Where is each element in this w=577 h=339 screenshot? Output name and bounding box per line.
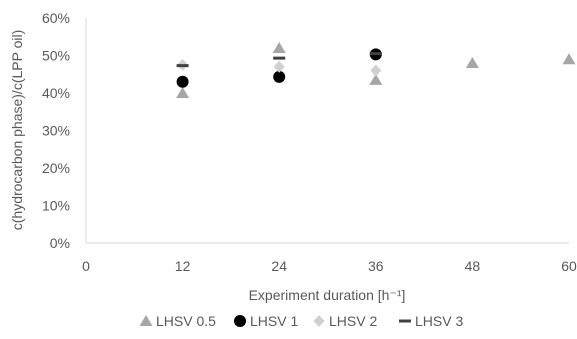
point-lhsv-0-5 [176,87,190,98]
legend-marker-lhsv-2 [313,315,325,327]
legend-marker-lhsv-3 [399,319,411,323]
x-tick-label: 60 [561,258,577,274]
point-lhsv-2 [370,64,382,77]
legend-label-lhsv-2: LHSV 2 [329,313,377,329]
legend-marker-lhsv-0-5 [139,315,153,326]
point-lhsv-1 [273,70,286,83]
x-tick-label: 48 [465,258,481,274]
y-tick-label: 30% [42,123,70,139]
legend-marker-lhsv-1 [234,315,246,327]
y-tick-label: 50% [42,48,70,64]
x-axis-title: Experiment duration [h⁻¹] [249,287,406,303]
y-tick-label: 40% [42,85,70,101]
y-axis-title: c(hydrocarbon phase)/c(LPP oil) [9,30,25,231]
x-tick-label: 12 [175,258,191,274]
point-lhsv-3 [369,52,382,56]
legend-label-lhsv-1: LHSV 1 [250,313,298,329]
point-lhsv-0-5 [465,57,479,68]
point-lhsv-3 [176,64,189,68]
x-tick-label: 24 [271,258,287,274]
legend-label-lhsv-3: LHSV 3 [415,313,463,329]
y-tick-label: 10% [42,198,70,214]
point-lhsv-0-5 [369,73,383,85]
point-lhsv-0-5 [272,42,286,53]
point-lhsv-2 [273,60,285,73]
y-tick-label: 60% [42,10,70,26]
data-points [176,42,576,98]
x-tick-label: 36 [368,258,384,274]
legend-label-lhsv-0-5: LHSV 0.5 [156,313,216,329]
point-lhsv-0-5 [562,53,576,65]
x-tick-labels: 0 12 24 36 48 60 [82,258,577,274]
point-lhsv-3 [273,56,286,60]
y-tick-labels: 0% 10% 20% 30% 40% 50% 60% [42,10,70,251]
x-tick-label: 0 [82,258,90,274]
y-tick-label: 0% [50,235,70,251]
y-tick-label: 20% [42,160,70,176]
legend: LHSV 0.5 LHSV 1 LHSV 2 LHSV 3 [139,313,463,329]
point-lhsv-1 [176,75,189,88]
